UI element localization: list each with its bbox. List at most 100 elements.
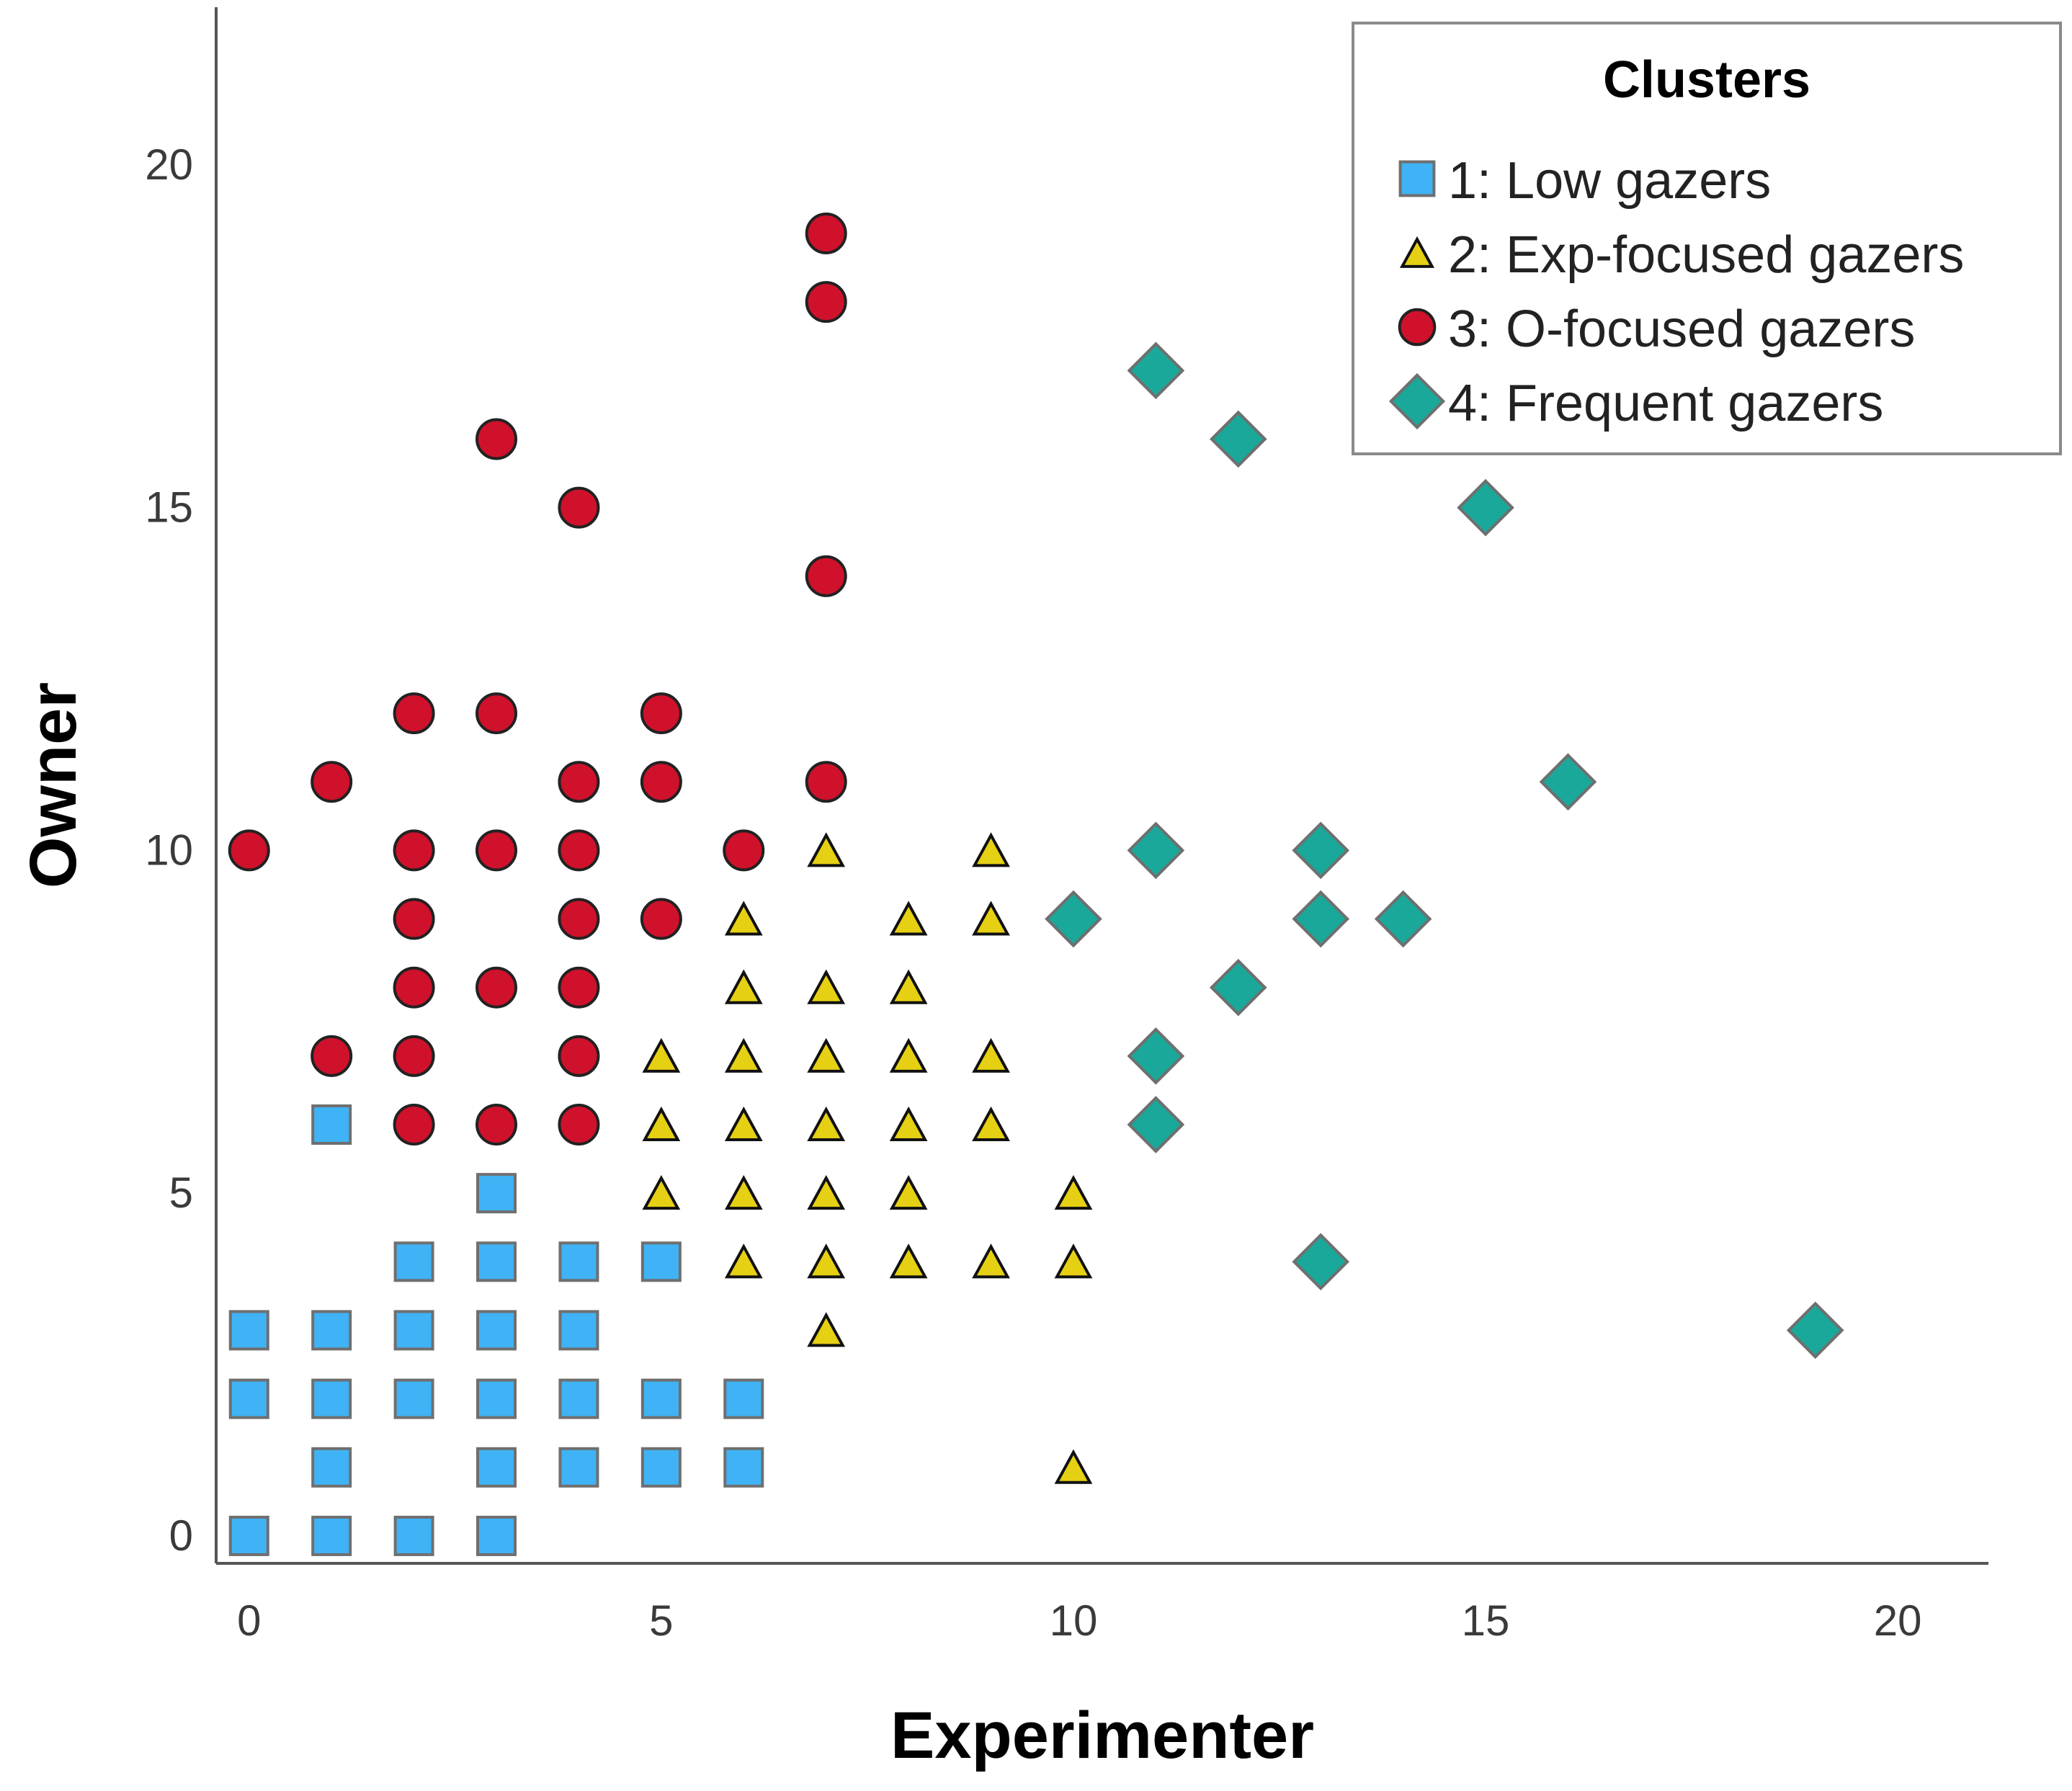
data-point-diamond xyxy=(1209,958,1267,1017)
legend-item: 4: Frequent gazers xyxy=(1388,372,1883,432)
data-point-diamond xyxy=(1209,410,1267,468)
data-point-square xyxy=(558,1378,599,1419)
data-point-square xyxy=(723,1378,764,1419)
data-point-square xyxy=(311,1447,352,1488)
data-point-triangle xyxy=(642,1175,681,1210)
y-tick-label: 15 xyxy=(145,483,193,532)
data-point-diamond xyxy=(1374,890,1432,948)
data-point-circle xyxy=(475,418,518,460)
data-point-circle xyxy=(805,281,847,323)
data-point-circle xyxy=(393,1035,435,1077)
data-point-square xyxy=(476,1378,517,1419)
series-1 xyxy=(228,1104,764,1556)
data-point-square xyxy=(558,1310,599,1351)
data-point-triangle xyxy=(724,1175,763,1210)
data-point-triangle xyxy=(889,1243,928,1279)
data-point-square xyxy=(476,1241,517,1282)
data-point-circle xyxy=(558,1035,600,1077)
data-point-square xyxy=(476,1310,517,1351)
data-point-triangle xyxy=(724,1243,763,1279)
data-point-square xyxy=(640,1378,682,1419)
data-point-square xyxy=(311,1378,352,1419)
series-2 xyxy=(642,832,1093,1484)
data-point-triangle xyxy=(807,832,846,867)
data-point-triangle xyxy=(1054,1175,1093,1210)
data-point-diamond xyxy=(1292,890,1350,948)
data-point-diamond xyxy=(1127,341,1185,400)
data-point-square xyxy=(640,1241,682,1282)
data-point-circle xyxy=(558,486,600,529)
legend-box xyxy=(1352,22,2062,455)
data-point-diamond xyxy=(1292,821,1350,880)
data-point-diamond xyxy=(1127,821,1185,880)
data-point-circle xyxy=(558,898,600,940)
data-point-triangle xyxy=(889,1106,928,1142)
legend-title: Clusters xyxy=(1603,51,1810,109)
data-point-triangle xyxy=(972,1037,1010,1073)
data-point-square xyxy=(476,1447,517,1488)
y-tick-label: 10 xyxy=(145,826,193,874)
x-tick-label: 5 xyxy=(649,1596,673,1645)
data-point-square xyxy=(393,1310,434,1351)
data-point-diamond xyxy=(1539,753,1597,811)
data-point-diamond xyxy=(1457,478,1514,537)
data-point-triangle xyxy=(889,969,928,1004)
data-point-circle xyxy=(723,829,765,872)
data-point-circle xyxy=(805,555,847,597)
y-tick-labels: 0 5 10 15 20 xyxy=(145,140,193,1560)
data-point-square xyxy=(393,1241,434,1282)
data-point-circle xyxy=(805,213,847,255)
data-point-triangle xyxy=(807,1243,846,1279)
data-point-circle xyxy=(640,761,682,803)
data-point-square xyxy=(558,1241,599,1282)
x-tick-label: 10 xyxy=(1050,1596,1098,1645)
data-point-square xyxy=(558,1447,599,1488)
data-point-square xyxy=(723,1447,764,1488)
data-points xyxy=(228,213,1844,1556)
legend-marker-triangle xyxy=(1399,236,1435,268)
data-point-triangle xyxy=(807,969,846,1004)
data-point-circle xyxy=(558,761,600,803)
data-point-square xyxy=(393,1515,434,1556)
data-point-circle xyxy=(311,761,353,803)
data-point-diamond xyxy=(1045,890,1102,948)
data-point-triangle xyxy=(807,1312,846,1347)
legend-marker-square xyxy=(1398,160,1436,197)
data-point-triangle xyxy=(1054,1449,1093,1484)
data-point-square xyxy=(640,1447,682,1488)
data-point-circle xyxy=(393,898,435,940)
data-point-circle xyxy=(475,829,518,872)
data-point-triangle xyxy=(724,901,763,936)
data-point-circle xyxy=(640,898,682,940)
legend: Clusters 1: Low gazers 2: Exp-focused gaz… xyxy=(1352,22,2062,455)
data-point-triangle xyxy=(642,1037,681,1073)
data-point-square xyxy=(393,1378,434,1419)
data-point-diamond xyxy=(1786,1301,1844,1359)
data-point-square xyxy=(311,1515,352,1556)
data-point-square xyxy=(228,1310,269,1351)
legend-item: 2: Exp-focused gazers xyxy=(1399,226,1964,284)
data-point-triangle xyxy=(889,901,928,936)
data-point-circle xyxy=(640,692,682,735)
legend-label: 2: Exp-focused gazers xyxy=(1448,226,1964,284)
series-4 xyxy=(1045,341,1844,1359)
x-axis-title: Experimenter xyxy=(890,1699,1314,1772)
data-point-square xyxy=(311,1310,352,1351)
data-point-triangle xyxy=(889,1037,928,1073)
y-tick-label: 0 xyxy=(169,1511,193,1560)
x-tick-label: 0 xyxy=(237,1596,261,1645)
data-point-triangle xyxy=(807,1175,846,1210)
data-point-diamond xyxy=(1292,1233,1350,1291)
data-point-circle xyxy=(311,1035,353,1077)
data-point-triangle xyxy=(972,901,1010,936)
data-point-triangle xyxy=(889,1175,928,1210)
x-tick-labels: 0 5 10 15 20 xyxy=(237,1596,1921,1645)
legend-marker-circle xyxy=(1398,308,1437,347)
legend-item: 3: O-focused gazers xyxy=(1398,300,1915,358)
series-3 xyxy=(228,213,847,1146)
x-tick-label: 15 xyxy=(1462,1596,1510,1645)
data-point-square xyxy=(476,1173,517,1214)
legend-label: 1: Low gazers xyxy=(1448,152,1771,210)
data-point-circle xyxy=(558,966,600,1009)
